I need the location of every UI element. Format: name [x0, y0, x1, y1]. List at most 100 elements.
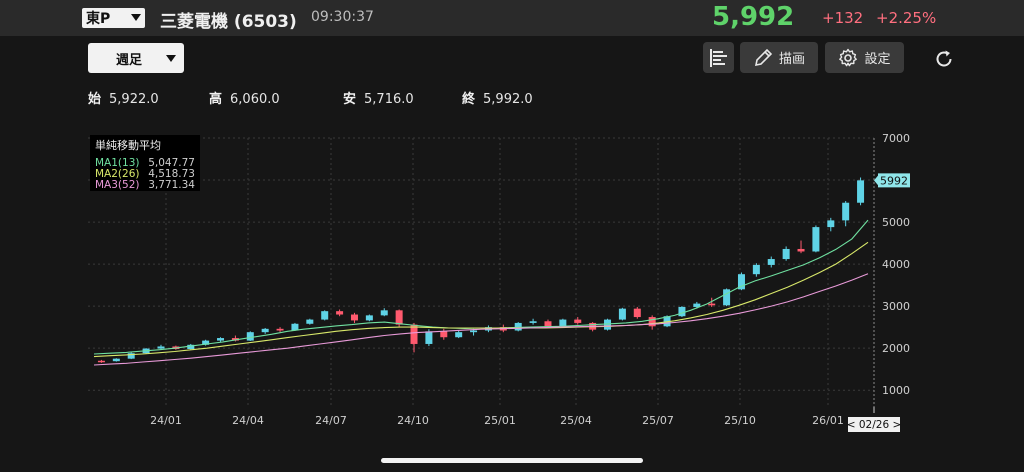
- indicator-list-button[interactable]: [703, 42, 734, 73]
- settings-button-label: 設定: [864, 52, 891, 67]
- candle-body: [350, 314, 358, 321]
- chevron-down-icon: [166, 55, 176, 62]
- candle-body: [425, 331, 433, 344]
- y-tick-label: 4000: [882, 258, 910, 271]
- candle-body: [857, 180, 865, 203]
- candle-body: [812, 227, 820, 252]
- candle-body: [306, 319, 314, 324]
- gear-icon: [839, 48, 858, 66]
- ma-line-1: [93, 219, 869, 355]
- price-change: +132: [822, 9, 864, 27]
- candle-body: [782, 248, 790, 260]
- ma-legend-row: MA2(26) 4,518.73: [95, 169, 195, 180]
- y-tick-label: 1000: [882, 384, 910, 397]
- ma-legend: 単純移動平均 MA1(13) 5,047.77 MA2(26) 4,518.73…: [90, 135, 200, 191]
- candle-body: [321, 311, 329, 320]
- last-price-pointer: [874, 174, 879, 187]
- candle-body: [752, 264, 760, 275]
- candle-body: [336, 311, 344, 315]
- home-indicator: [381, 458, 643, 463]
- x-tick-label: 26/01: [812, 414, 844, 427]
- y-tick-label: 5000: [882, 216, 910, 229]
- period-select[interactable]: 週足: [88, 43, 184, 73]
- ma1-value: 5,047.77: [148, 157, 195, 169]
- candle-body: [737, 274, 745, 290]
- candle-body: [633, 308, 641, 318]
- last-price-tag: [878, 173, 910, 188]
- chevron-down-icon: [131, 14, 141, 21]
- ma3-name: MA3(52): [95, 179, 140, 191]
- candlestick-chart[interactable]: 100020003000400050006000700024/0124/0424…: [88, 132, 910, 432]
- refresh-icon[interactable]: [933, 48, 955, 70]
- low-value: 安 5,716.0: [343, 92, 414, 107]
- x-tick-label: 24/07: [315, 414, 347, 427]
- candle-body: [380, 310, 388, 316]
- candle-body: [648, 317, 656, 327]
- candle-body: [559, 319, 567, 327]
- settings-button[interactable]: 設定: [825, 42, 904, 73]
- candle-body: [678, 306, 686, 317]
- candle-body: [708, 303, 716, 306]
- y-tick-label: 2000: [882, 342, 910, 355]
- candle-body: [410, 324, 418, 344]
- high-value: 高 6,060.0: [209, 92, 280, 107]
- candle-body: [842, 202, 850, 221]
- market-select[interactable]: 東P: [82, 8, 145, 28]
- x-tick-label: 24/04: [232, 414, 264, 427]
- x-tick-label: 25/04: [560, 414, 592, 427]
- candle-body: [797, 248, 805, 252]
- stock-name: 三菱電機 (6503): [160, 12, 297, 32]
- date-cursor-box: [848, 417, 900, 432]
- candle-body: [157, 346, 165, 349]
- market-select-label: 東P: [86, 11, 111, 27]
- top-bar: 東P 三菱電機 (6503) 09:30:37 5,992 +132 +2.25…: [0, 0, 1024, 36]
- candle-body: [291, 323, 299, 331]
- x-tick-label: 25/07: [642, 414, 674, 427]
- candle-body: [365, 315, 373, 321]
- pencil-icon: [754, 48, 773, 66]
- candle-body: [127, 353, 135, 359]
- candle-body: [827, 220, 835, 228]
- ma-legend-row: MA3(52) 3,771.34: [95, 180, 195, 191]
- ma1-name: MA1(13): [95, 157, 140, 169]
- close-value: 終 5,992.0: [462, 92, 533, 107]
- bar-list-icon: [709, 48, 727, 67]
- ma2-name: MA2(26): [95, 168, 140, 180]
- candle-body: [574, 319, 582, 323]
- candle-body: [261, 328, 269, 333]
- ma2-value: 4,518.73: [148, 168, 195, 180]
- draw-button[interactable]: 描画: [740, 42, 818, 73]
- stock-time: 09:30:37: [311, 9, 374, 25]
- candle-body: [604, 319, 612, 330]
- ma-legend-row: MA1(13) 5,047.77: [95, 158, 195, 169]
- candle-body: [231, 338, 239, 341]
- y-tick-label: 7000: [882, 132, 910, 145]
- candle-body: [618, 308, 626, 320]
- candle-body: [767, 259, 775, 265]
- candle-body: [395, 310, 403, 325]
- candle-body: [693, 303, 701, 307]
- candle-body: [529, 321, 537, 323]
- ma-line-3: [93, 273, 869, 366]
- period-select-label: 週足: [116, 52, 143, 68]
- candle-body: [470, 330, 478, 333]
- draw-button-label: 描画: [778, 52, 805, 67]
- open-value: 始 5,922.0: [88, 92, 159, 107]
- x-tick-label: 24/10: [397, 414, 429, 427]
- y-tick-label: 3000: [882, 300, 910, 313]
- candle-body: [217, 338, 225, 341]
- current-price: 5,992: [712, 2, 795, 32]
- price-change-percent: +2.25%: [876, 9, 937, 27]
- candle-body: [112, 358, 120, 362]
- candle-body: [97, 360, 105, 363]
- candle-body: [276, 328, 284, 331]
- x-tick-label: 25/10: [724, 414, 756, 427]
- candle-body: [202, 340, 210, 345]
- candle-body: [723, 289, 731, 306]
- last-price-label: 5992: [880, 174, 908, 187]
- ma3-value: 3,771.34: [148, 179, 195, 191]
- date-cursor-label: < 02/26 >: [847, 419, 902, 431]
- ma-legend-title: 単純移動平均: [95, 139, 161, 152]
- candle-body: [455, 332, 463, 338]
- candle-body: [514, 322, 522, 331]
